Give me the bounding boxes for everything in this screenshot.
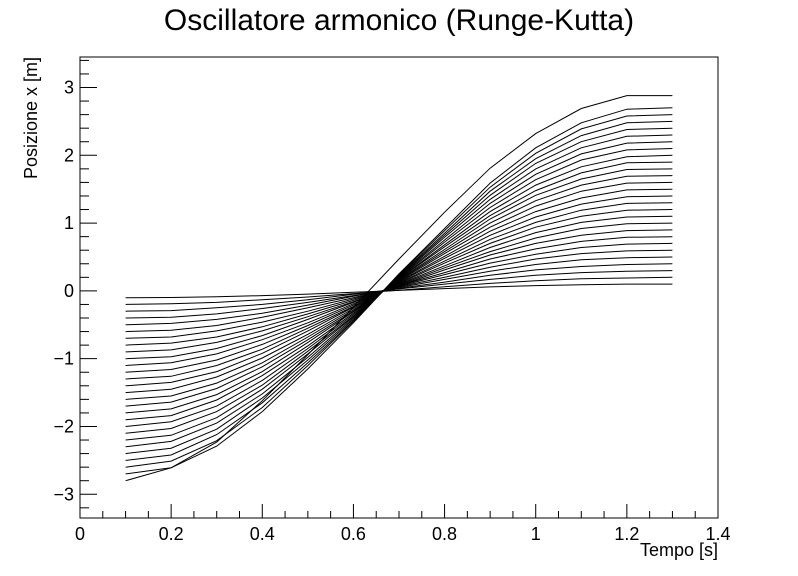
series-line-21 <box>125 148 673 434</box>
y-tick-label: −1 <box>53 349 74 369</box>
series-line-2 <box>125 276 673 305</box>
series-line-27 <box>125 107 673 475</box>
series-line-23 <box>125 134 673 448</box>
x-tick-label: 0.8 <box>432 524 457 544</box>
series-line-12 <box>125 209 673 373</box>
series-line-11 <box>125 215 673 366</box>
x-axis-label: Tempo [s] <box>640 540 718 560</box>
x-tick-label: 1 <box>531 524 541 544</box>
series-line-3 <box>125 270 673 312</box>
y-tick-label: 3 <box>64 78 74 98</box>
series-line-9 <box>125 229 673 353</box>
y-tick-label: 2 <box>64 145 74 165</box>
x-tick-label: 1.2 <box>614 524 639 544</box>
series-line-6 <box>125 249 673 333</box>
y-axis: −3 −2 −1 0 1 2 3 <box>53 59 97 509</box>
series-line-7 <box>125 242 673 339</box>
series-line-14 <box>125 195 673 387</box>
series-line-5 <box>125 256 673 326</box>
y-tick-label: −3 <box>53 484 74 504</box>
chart-title: Oscillatore armonico (Runge-Kutta) <box>164 4 634 37</box>
series-line-28 <box>125 95 673 482</box>
series-line-13 <box>125 202 673 380</box>
series-line-4 <box>125 263 673 319</box>
y-axis-label: Posizione x [m] <box>21 57 41 179</box>
x-tick-label: 0 <box>75 524 85 544</box>
x-axis: 0 0.2 0.4 0.6 0.8 1 1.2 1.4 <box>75 504 731 544</box>
series-line-20 <box>125 154 673 427</box>
series-line-10 <box>125 222 673 360</box>
y-tick-label: 1 <box>64 213 74 233</box>
y-tick-label: 0 <box>64 281 74 301</box>
series-line-15 <box>125 188 673 394</box>
x-tick-label: 0.6 <box>341 524 366 544</box>
x-tick-label: 0.4 <box>250 524 275 544</box>
y-tick-label: −2 <box>53 416 74 436</box>
series-layer <box>125 95 673 482</box>
x-tick-label: 0.2 <box>159 524 184 544</box>
series-line-16 <box>125 181 673 400</box>
x-tick-label: 1.4 <box>705 524 730 544</box>
series-line-18 <box>125 168 673 414</box>
